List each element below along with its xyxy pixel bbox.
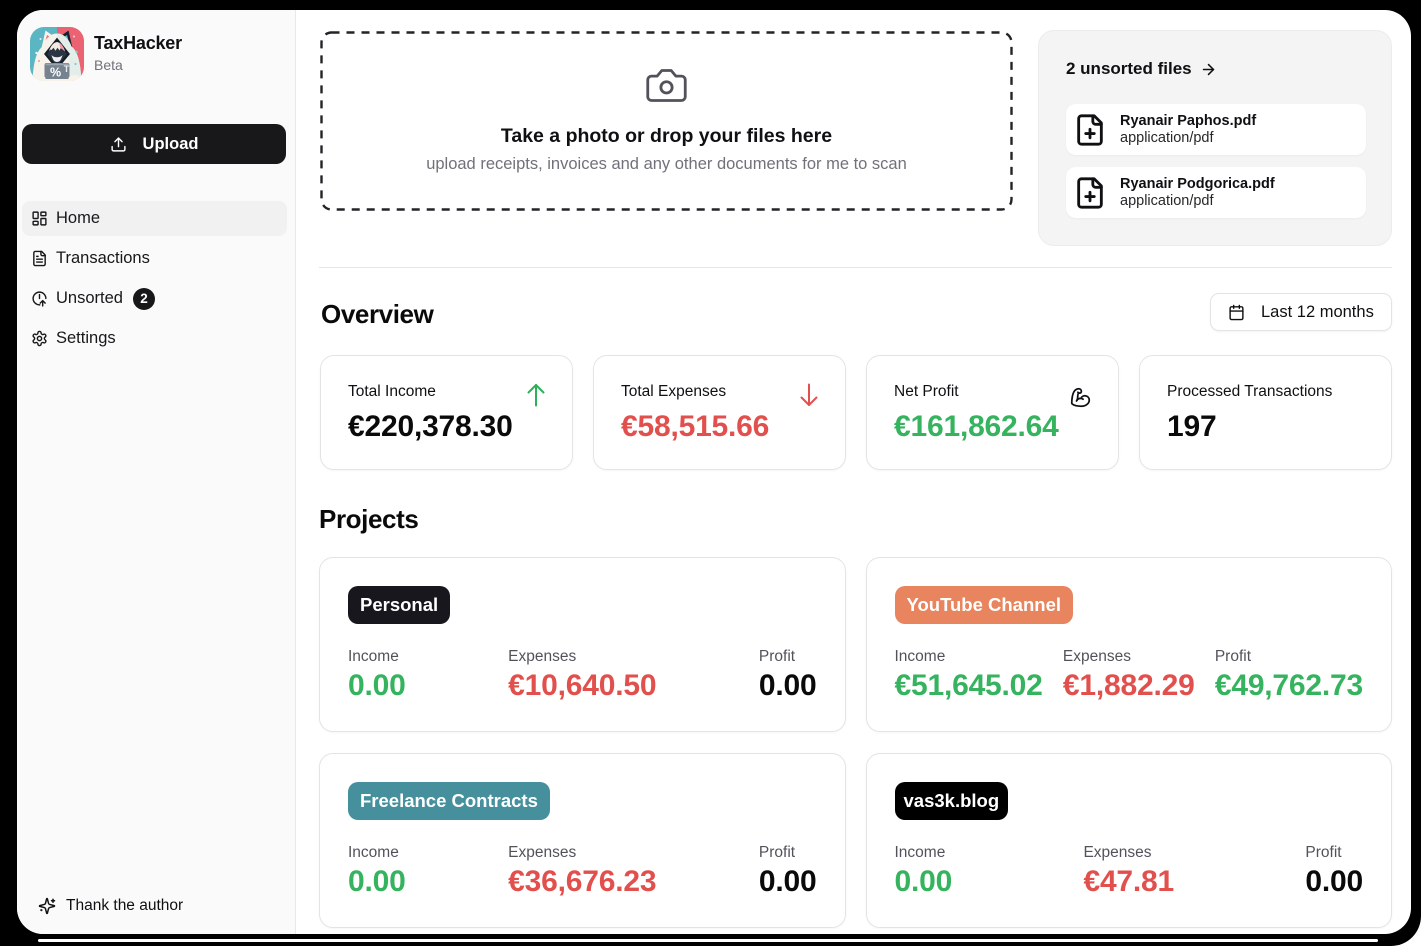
svg-text:%: % — [50, 66, 61, 80]
svg-text:T: T — [64, 64, 70, 74]
